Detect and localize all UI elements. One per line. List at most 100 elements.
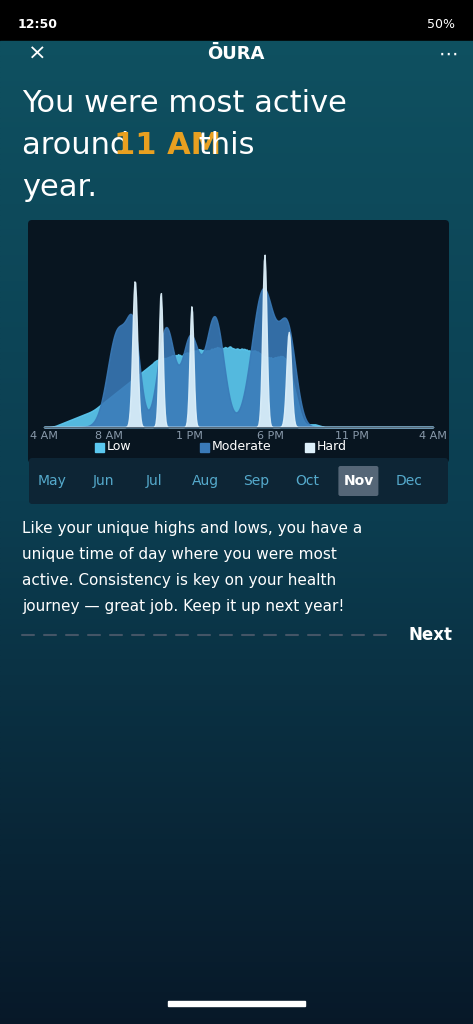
Bar	[0, 358, 473, 364]
Bar	[0, 763, 473, 768]
Bar	[0, 1009, 473, 1014]
Bar	[0, 10, 473, 15]
Bar	[0, 804, 473, 809]
Bar	[0, 46, 473, 51]
Bar	[0, 952, 473, 957]
Bar	[0, 870, 473, 876]
Bar	[0, 840, 473, 845]
Bar	[0, 353, 473, 358]
Bar	[0, 748, 473, 753]
Bar	[0, 133, 473, 138]
Bar	[0, 799, 473, 804]
Bar	[0, 794, 473, 799]
Bar	[0, 179, 473, 184]
Bar	[0, 333, 473, 338]
Bar	[0, 410, 473, 415]
Bar	[0, 896, 473, 901]
Bar	[0, 123, 473, 128]
Bar	[0, 425, 473, 430]
Bar	[0, 666, 473, 671]
Bar	[0, 51, 473, 56]
Bar	[0, 399, 473, 404]
Bar	[0, 210, 473, 215]
Bar	[0, 138, 473, 143]
Bar	[0, 865, 473, 870]
Bar	[0, 348, 473, 353]
Bar	[0, 476, 473, 481]
Bar	[0, 466, 473, 471]
Bar	[0, 256, 473, 261]
Bar	[0, 707, 473, 712]
Bar	[0, 937, 473, 942]
Bar	[0, 891, 473, 896]
Bar	[95, 443, 104, 452]
Bar	[0, 72, 473, 77]
Bar	[0, 538, 473, 543]
Bar	[0, 266, 473, 271]
Bar	[0, 768, 473, 773]
Bar	[0, 809, 473, 814]
Bar	[0, 445, 473, 451]
Bar	[0, 732, 473, 737]
Bar	[0, 159, 473, 164]
Bar	[0, 394, 473, 399]
Text: Low: Low	[107, 440, 131, 454]
Text: 11 AM: 11 AM	[114, 131, 221, 161]
Bar	[0, 415, 473, 420]
Bar	[0, 968, 473, 973]
Bar	[0, 543, 473, 548]
Bar	[0, 722, 473, 727]
Bar	[0, 655, 473, 660]
Bar	[0, 384, 473, 389]
Text: Dec: Dec	[396, 474, 423, 488]
Text: Nov: Nov	[343, 474, 374, 488]
Bar	[0, 993, 473, 998]
Bar	[0, 579, 473, 584]
Bar	[0, 502, 473, 507]
Text: active. Consistency is key on your health: active. Consistency is key on your healt…	[22, 573, 336, 588]
Bar	[0, 200, 473, 205]
Bar	[0, 374, 473, 379]
Bar	[0, 271, 473, 276]
Bar	[0, 215, 473, 220]
Bar	[0, 686, 473, 691]
Bar	[305, 443, 314, 452]
Bar	[0, 824, 473, 829]
Bar	[0, 645, 473, 650]
Bar	[0, 737, 473, 742]
Text: this: this	[189, 131, 254, 161]
Bar	[0, 430, 473, 435]
Bar	[0, 553, 473, 558]
Bar	[0, 640, 473, 645]
Bar	[0, 307, 473, 312]
Bar	[0, 5, 473, 10]
Bar	[0, 604, 473, 609]
Bar	[0, 343, 473, 348]
Bar	[0, 497, 473, 502]
Bar	[0, 420, 473, 425]
Text: ×: ×	[28, 44, 47, 63]
Bar	[0, 15, 473, 20]
Bar	[0, 492, 473, 497]
Bar	[0, 481, 473, 486]
Bar	[0, 901, 473, 906]
Bar	[0, 568, 473, 573]
Bar	[0, 671, 473, 676]
Text: 4 AM: 4 AM	[419, 431, 447, 441]
Bar	[0, 143, 473, 148]
Bar	[0, 947, 473, 952]
Bar	[0, 532, 473, 538]
Text: Jun: Jun	[92, 474, 114, 488]
Text: Jul: Jul	[146, 474, 162, 488]
Text: You were most active: You were most active	[22, 89, 347, 119]
Bar	[0, 236, 473, 241]
Bar	[0, 829, 473, 835]
Bar	[0, 712, 473, 717]
Bar	[0, 435, 473, 440]
Bar	[0, 911, 473, 916]
Bar	[0, 328, 473, 333]
Bar	[0, 927, 473, 932]
Bar	[0, 471, 473, 476]
Bar	[0, 814, 473, 819]
Bar	[0, 287, 473, 292]
